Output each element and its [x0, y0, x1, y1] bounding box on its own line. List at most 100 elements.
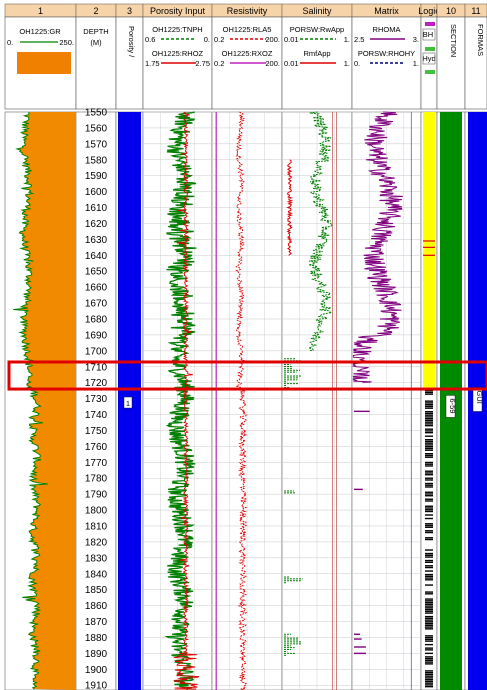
logic-yellow-zone: [423, 112, 435, 391]
depth-tick-label: 1690: [85, 330, 108, 341]
depth-tick-label: 1780: [85, 474, 108, 485]
section-header: SECTION: [449, 24, 458, 57]
curve-scale-max: 3.: [413, 35, 419, 44]
logic-swatch-green: [425, 47, 435, 51]
depth-tick-label: 1640: [85, 251, 108, 262]
logic-legend-box: [422, 52, 436, 65]
depth-tick-label: 1880: [85, 633, 108, 644]
track-header-title: 1: [38, 6, 43, 16]
highlight-box: [7, 360, 487, 391]
rhoma-curve: [351, 111, 403, 384]
depth-tick-label: 1840: [85, 569, 108, 580]
depth-tick-label: 1770: [85, 458, 108, 469]
track-header-title: 3: [127, 6, 132, 16]
curve-scale-min: 0.6: [145, 35, 155, 44]
curve-scale-max: 2.75: [195, 59, 210, 68]
logic-legend-hyd: Hyd: [422, 54, 435, 63]
logic-legend-box: [422, 28, 436, 41]
gr-fill-area: [13, 112, 76, 690]
depth-tick-label: 1720: [85, 378, 108, 389]
depth-tick-label: 1600: [85, 187, 108, 198]
section-label: 6-59: [448, 398, 457, 413]
depth-unit: (M): [90, 38, 102, 47]
depth-tick-label: 1610: [85, 203, 108, 214]
depth-tick-label: 1570: [85, 139, 108, 150]
depth-tick-label: 1630: [85, 235, 108, 246]
depth-header: DEPTH: [83, 27, 108, 36]
depth-tick-label: 1680: [85, 314, 108, 325]
depth-tick-label: 1910: [85, 681, 108, 690]
depth-tick-label: 1890: [85, 649, 108, 660]
curve-scale-min: 2.5: [354, 35, 364, 44]
track-header-title: Logic: [418, 6, 440, 16]
formas-header: FORMAS: [476, 24, 485, 56]
curve-scale-min: 0.: [354, 59, 360, 68]
curve-scale-min: 0.01: [284, 59, 299, 68]
curve-name: OH1225:RHOZ: [152, 49, 204, 58]
depth-tick-label: 1560: [85, 123, 108, 134]
curve-name: OH1225:TNPH: [152, 25, 202, 34]
depth-tick-label: 1870: [85, 617, 108, 628]
depth-tick-label: 1900: [85, 665, 108, 676]
curve-name: PORSW:RwApp: [290, 25, 344, 34]
curve-name: OH1225:RXOZ: [222, 49, 273, 58]
curve-scale-max: 1.: [344, 35, 350, 44]
gr-scale-max: 250.: [59, 38, 74, 47]
porosity-flag-value: 1: [126, 399, 130, 408]
tnph-curve: [164, 111, 197, 690]
track-header-title: Salinity: [302, 6, 332, 16]
gr-fill-swatch: [17, 52, 71, 74]
depth-tick-label: 1730: [85, 394, 108, 405]
gr-scale-min: 0.: [7, 38, 13, 47]
depth-tick-label: 1800: [85, 506, 108, 517]
track-frame: [75, 111, 117, 690]
depth-tick-label: 1820: [85, 537, 108, 548]
curve-scale-min: 0.2: [214, 35, 224, 44]
depth-tick-label: 1750: [85, 426, 108, 437]
track-header-title: 2: [93, 6, 98, 16]
depth-tick-label: 1590: [85, 171, 108, 182]
depth-tick-label: 1670: [85, 299, 108, 310]
track-header-title: Resistivity: [227, 6, 268, 16]
depth-tick-label: 1580: [85, 155, 108, 166]
depth-tick-label: 1810: [85, 521, 108, 532]
track-header-title: Porosity Input: [150, 6, 206, 16]
curve-name: RmfApp: [303, 49, 330, 58]
formas-label: GUI: [475, 390, 484, 403]
track-header-cell: [464, 16, 487, 110]
curve-scale-min: 1.75: [145, 59, 160, 68]
gr-curve-name: OH1225:GR: [19, 27, 61, 36]
rmfapp-curve: [286, 159, 294, 256]
curve-name: RHOMA: [373, 25, 401, 34]
depth-tick-label: 1760: [85, 442, 108, 453]
depth-tick-label: 1850: [85, 585, 108, 596]
depth-tick-label: 1860: [85, 601, 108, 612]
logic-swatch-green: [425, 70, 435, 74]
depth-tick-label: 1620: [85, 219, 108, 230]
curve-name: PORSW:RHOHY: [358, 49, 415, 58]
track-header-title: Matrix: [374, 6, 399, 16]
depth-tick-label: 1830: [85, 553, 108, 564]
formas-label-box: [472, 387, 483, 412]
rla5-curve: [235, 111, 248, 690]
depth-tick-label: 1700: [85, 346, 108, 357]
track-header-title: 10: [446, 6, 456, 16]
curve-scale-max: 200.: [265, 35, 280, 44]
gr-curve: [13, 111, 48, 690]
porosity-flag-header: Porosity /: [127, 26, 136, 58]
curve-scale-max: 200.: [265, 59, 280, 68]
depth-tick-label: 1660: [85, 283, 108, 294]
track-header-cell: [115, 16, 144, 110]
rhoz-curve: [173, 111, 200, 690]
curve-name: OH1225:RLA5: [223, 25, 272, 34]
logic-swatch-purple: [425, 22, 435, 26]
depth-tick-label: 1740: [85, 410, 108, 421]
curve-scale-max: 1.: [413, 59, 419, 68]
curve-scale-min: 0.01: [284, 35, 299, 44]
curve-scale-max: 0.: [204, 35, 210, 44]
porosity-flag-box: [123, 396, 133, 409]
curve-scale-max: 1.: [344, 59, 350, 68]
depth-tick-label: 1790: [85, 490, 108, 501]
depth-tick-label: 1550: [85, 108, 108, 119]
